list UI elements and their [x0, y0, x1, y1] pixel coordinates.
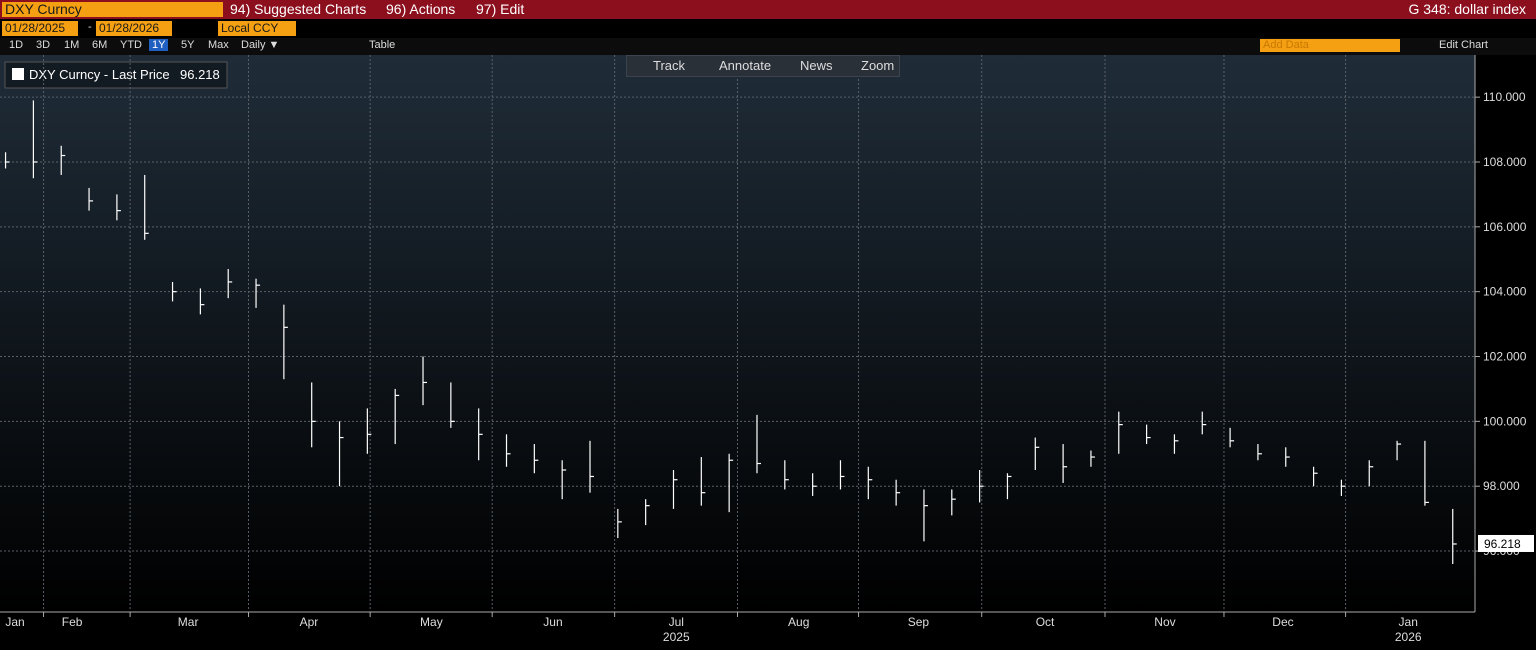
tool-button[interactable]: Annotate [719, 58, 772, 73]
date-separator: - [88, 21, 92, 33]
end-date[interactable]: 01/28/2026 [96, 21, 172, 36]
period-button[interactable]: Max [208, 39, 229, 51]
y-tick-label: 96.000 [1483, 544, 1520, 558]
x-tick-label: Aug [788, 615, 809, 629]
y-tick-label: 100.000 [1483, 414, 1527, 428]
period-button[interactable]: 1Y [149, 39, 169, 51]
tool-button[interactable]: News [800, 58, 833, 73]
x-tick-label: Apr [300, 615, 319, 629]
menu-item[interactable]: 94) Suggested Charts [230, 1, 367, 17]
last-price-badge [1478, 534, 1534, 552]
currency-select[interactable]: Local CCY [218, 21, 296, 36]
frequency-select[interactable]: Daily ▼ [241, 39, 280, 51]
period-button[interactable]: 5Y [181, 39, 195, 51]
date-bar: 01/28/2025 - 01/28/2026 Local CCY [0, 19, 1536, 38]
tool-button[interactable]: Zoom [861, 58, 895, 73]
legend-label: DXY Curncy - Last Price [29, 67, 170, 82]
menu-item[interactable]: 97) Edit [476, 1, 525, 17]
add-data[interactable]: Add Data [1260, 39, 1400, 52]
period-button[interactable]: 1D [9, 39, 24, 51]
period-button[interactable]: 3D [36, 39, 51, 51]
y-tick-label: 106.000 [1483, 220, 1527, 234]
x-tick-label: Jan [1399, 615, 1418, 629]
start-date[interactable]: 01/28/2025 [2, 21, 78, 36]
plot-background [0, 55, 1475, 612]
title-bar: DXY Curncy 94) Suggested Charts 96) Acti… [0, 0, 1536, 19]
ticker-box[interactable]: DXY Curncy [2, 2, 223, 17]
x-tick-label: Mar [178, 615, 199, 629]
y-tick-label: 102.000 [1483, 350, 1527, 364]
y-tick-label: 110.000 [1483, 90, 1526, 104]
x-tick-label: Feb [62, 615, 83, 629]
y-tick-label: 104.000 [1483, 285, 1527, 299]
legend-value: 96.218 [180, 67, 220, 82]
tool-button[interactable]: Track [653, 58, 686, 73]
y-tick-label: 108.000 [1483, 155, 1527, 169]
x-tick-label: Jul [669, 615, 684, 629]
x-tick-label: Jun [543, 615, 562, 629]
x-tick-label: Jan [5, 615, 24, 629]
x-tick-label: May [420, 615, 443, 629]
function-title: G 348: dollar index [1408, 1, 1526, 17]
menu-item[interactable]: 96) Actions [386, 1, 456, 17]
legend [4, 61, 228, 89]
period-button[interactable]: 6M [92, 39, 108, 51]
y-tick-label: 98.000 [1483, 479, 1520, 493]
x-tick-label: Oct [1036, 615, 1055, 629]
x-tick-label: Nov [1154, 615, 1175, 629]
legend-swatch[interactable] [12, 68, 24, 80]
period-button[interactable]: YTD [120, 39, 142, 51]
last-price-label: 96.218 [1484, 537, 1521, 551]
edit-chart[interactable]: Edit Chart [1439, 39, 1488, 51]
x-tick-label: Sep [908, 615, 930, 629]
x-tick-label: Dec [1272, 615, 1293, 629]
period-button[interactable]: 1M [64, 39, 80, 51]
year-label: 2025 [663, 630, 690, 644]
year-label: 2026 [1395, 630, 1422, 644]
chart-tools: Track Annotate News Zoom [626, 55, 900, 77]
table-button[interactable]: Table [369, 39, 396, 51]
toolbar: 1D 3D 1M 6M YTD 1Y 5Y Max Daily ▼ Table … [0, 38, 1536, 55]
chart: DXY Curncy - Last Price 96.218 96.000 98.… [0, 55, 1534, 644]
